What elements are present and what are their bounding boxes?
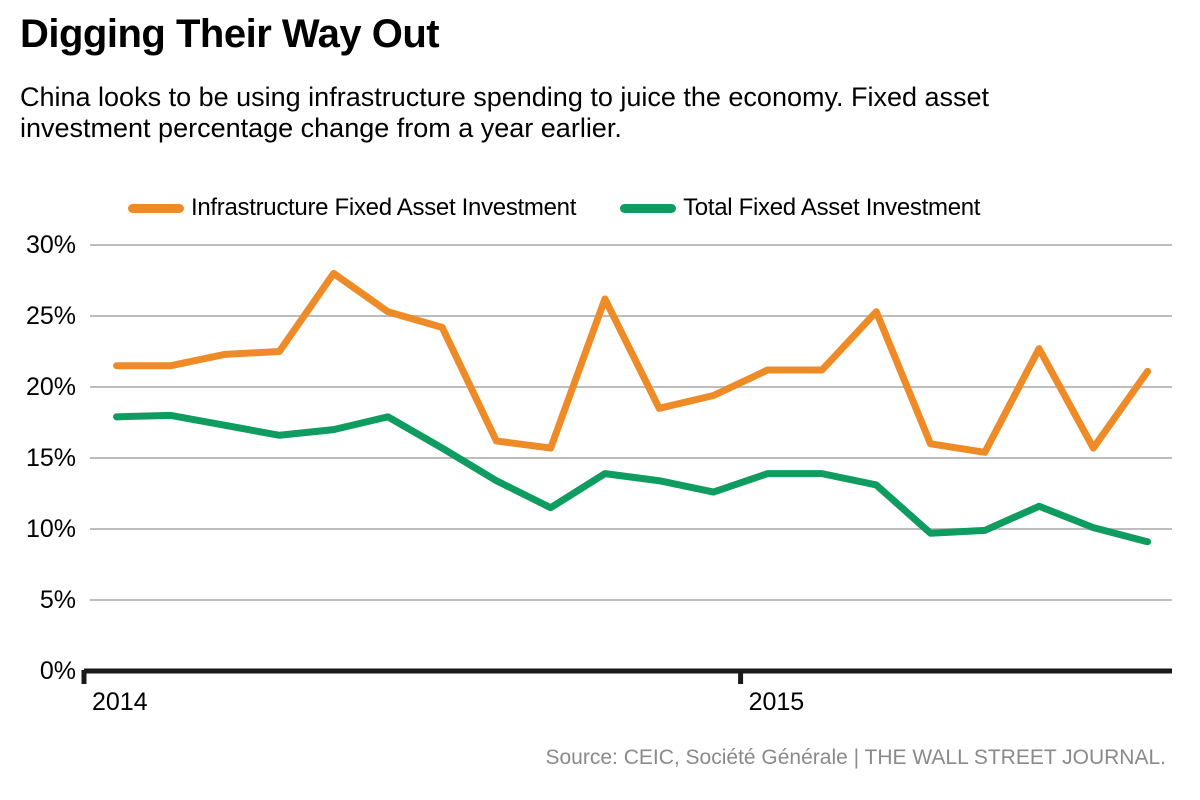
legend-item-infrastructure: Infrastructure Fixed Asset Investment (128, 194, 576, 222)
series-line-total (113, 411, 1152, 546)
y-axis-label: 15% (25, 444, 76, 472)
x-axis-label: 2015 (748, 688, 805, 716)
y-axis-label: 10% (25, 515, 76, 543)
y-axis-label: 20% (25, 373, 76, 401)
chart-title: Digging Their Way Out (20, 12, 440, 56)
legend-swatch-total-icon (620, 203, 677, 213)
series-line-infrastructure (113, 269, 1152, 456)
legend-label-infrastructure: Infrastructure Fixed Asset Investment (191, 194, 577, 221)
legend-swatch-infrastructure-icon (128, 203, 184, 213)
legend: Infrastructure Fixed Asset Investment To… (128, 193, 980, 223)
y-axis-label: 5% (39, 586, 76, 614)
legend-label-total: Total Fixed Asset Investment (683, 194, 981, 221)
y-axis-label: 30% (25, 231, 76, 259)
x-axis-label: 2014 (92, 688, 148, 716)
legend-item-total: Total Fixed Asset Investment (620, 194, 980, 222)
y-axis-label: 0% (39, 657, 76, 685)
source-credit: Source: CEIC, Société Générale | THE WAL… (545, 746, 1166, 769)
chart-subtitle: China looks to be using infrastructure s… (20, 82, 990, 143)
y-axis-label: 25% (25, 302, 76, 330)
